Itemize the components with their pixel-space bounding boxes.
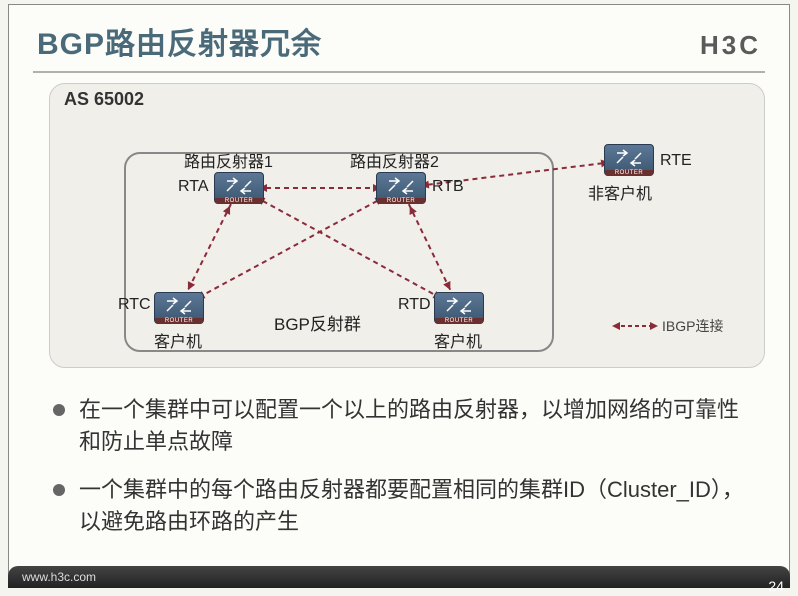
bullet-dot-icon <box>53 404 65 416</box>
router-rta <box>214 172 264 204</box>
router-role-label: 客户机 <box>154 328 202 352</box>
bullet-item: 在一个集群中可以配置一个以上的路由反射器，以增加网络的可靠性和防止单点故障 <box>53 394 753 458</box>
diagram-area: RTA路由反射器1RTB路由反射器2RTC客户机RTD客户机RTE非客户机 BG… <box>64 114 752 357</box>
router-role-label: 非客户机 <box>588 180 652 204</box>
bullet-text: 一个集群中的每个路由反射器都要配置相同的集群ID（Cluster_ID），以避免… <box>79 474 753 538</box>
bullet-list: 在一个集群中可以配置一个以上的路由反射器，以增加网络的可靠性和防止单点故障 一个… <box>9 382 789 538</box>
page-number: 24 <box>768 578 784 594</box>
router-rtc <box>154 292 204 324</box>
router-role-label: 路由反射器2 <box>350 148 439 172</box>
router-label: RTD <box>398 296 431 314</box>
bullet-text: 在一个集群中可以配置一个以上的路由反射器，以增加网络的可靠性和防止单点故障 <box>79 394 753 458</box>
footer-bar: www.h3c.com <box>8 566 790 588</box>
router-rtd <box>434 292 484 324</box>
router-label: RTB <box>432 178 464 196</box>
brand-logo: H3C <box>700 30 761 61</box>
router-rte <box>604 144 654 176</box>
router-rtb <box>376 172 426 204</box>
router-role-label: 路由反射器1 <box>184 148 273 172</box>
header-divider <box>33 71 765 73</box>
cluster-caption: BGP反射群 <box>274 310 361 335</box>
as-label: AS 65002 <box>64 89 752 110</box>
router-role-label: 客户机 <box>434 328 482 352</box>
slide-title: BGP路由反射器冗余 <box>37 19 322 63</box>
footer-url: www.h3c.com <box>22 570 96 584</box>
slide-frame: BGP路由反射器冗余 H3C AS 65002 RTA 路由反射器1 RTB 路由反射… <box>8 4 790 588</box>
bullet-dot-icon <box>53 484 65 496</box>
router-label: RTA <box>178 178 209 196</box>
bullet-item: 一个集群中的每个路由反射器都要配置相同的集群ID（Cluster_ID），以避免… <box>53 474 753 538</box>
slide-header: BGP路由反射器冗余 H3C <box>9 5 789 71</box>
router-label: RTE <box>660 152 692 170</box>
diagram-container: AS 65002 RTA路由反射器1RTB路由反射器2RTC客户机RTD客户机R… <box>49 83 765 368</box>
router-label: RTC <box>118 296 151 314</box>
